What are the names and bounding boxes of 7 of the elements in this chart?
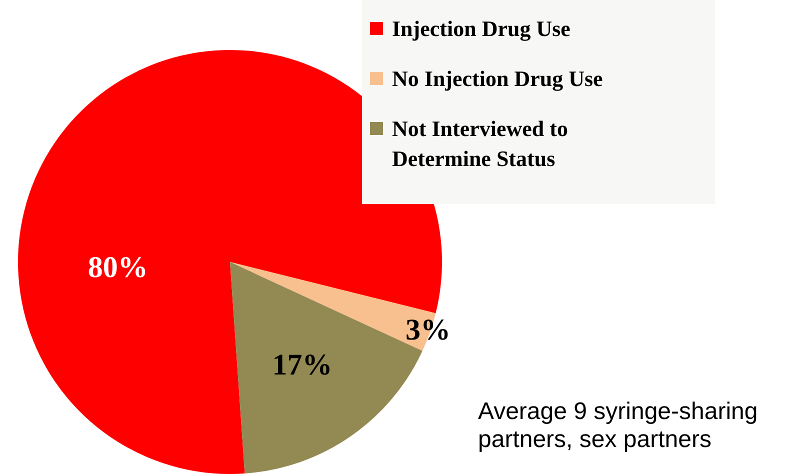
text: Average 9 syringe-sharing partners, sex partners bbox=[478, 398, 759, 454]
data-label: 3% bbox=[405, 313, 450, 346]
legend-label: Not Interviewed to Determine Status bbox=[392, 115, 569, 173]
data-label: 80% bbox=[88, 250, 148, 284]
legend-label: Injection Drug Use bbox=[392, 15, 572, 43]
legend-label: No Injection Drug Use bbox=[392, 65, 604, 93]
data-label: 17% bbox=[272, 348, 332, 382]
